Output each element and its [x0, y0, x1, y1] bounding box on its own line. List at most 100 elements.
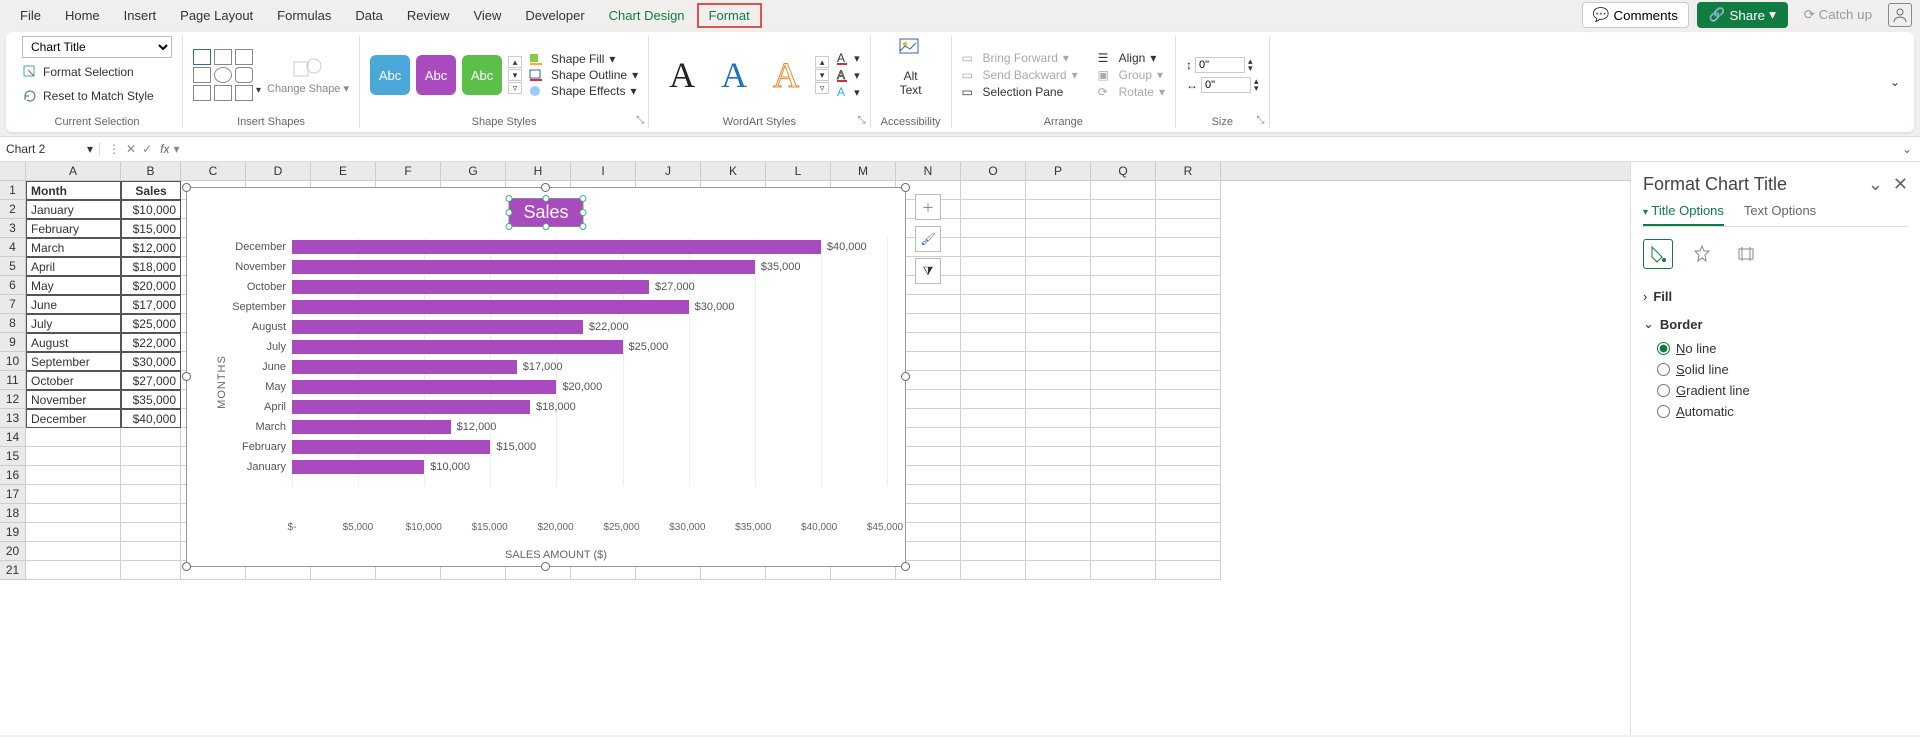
- cell[interactable]: [1026, 314, 1091, 333]
- roundrect-shape-icon[interactable]: [235, 67, 253, 83]
- row-header[interactable]: 3: [0, 219, 26, 238]
- formula-confirm-icon[interactable]: ✓: [142, 142, 152, 156]
- style-gallery-expand[interactable]: ▿: [508, 82, 522, 94]
- cell[interactable]: [1091, 485, 1156, 504]
- account-avatar-icon[interactable]: [1888, 3, 1912, 27]
- cell[interactable]: [1026, 428, 1091, 447]
- fill-line-icon[interactable]: [1643, 239, 1673, 269]
- align-button[interactable]: ☰Align ▾: [1098, 51, 1165, 65]
- cell[interactable]: [961, 219, 1026, 238]
- menu-tab-file[interactable]: File: [8, 3, 53, 28]
- menu-tab-view[interactable]: View: [461, 3, 513, 28]
- cell[interactable]: $20,000: [121, 276, 181, 295]
- cell[interactable]: [1091, 219, 1156, 238]
- col-header-Q[interactable]: Q: [1091, 162, 1156, 180]
- alt-text-button[interactable]: AltText: [900, 69, 922, 97]
- oval-shape-icon[interactable]: [214, 67, 232, 83]
- cell[interactable]: Month: [26, 181, 121, 200]
- cell[interactable]: [1026, 371, 1091, 390]
- cell[interactable]: [1091, 409, 1156, 428]
- resize-handle-bl[interactable]: [182, 562, 191, 571]
- cell[interactable]: [1026, 523, 1091, 542]
- title-handle[interactable]: [505, 223, 512, 230]
- col-header-B[interactable]: B: [121, 162, 181, 180]
- reset-match-style-button[interactable]: Reset to Match Style: [22, 86, 154, 106]
- cell[interactable]: $30,000: [121, 352, 181, 371]
- col-header-H[interactable]: H: [506, 162, 571, 180]
- data-bar[interactable]: [292, 280, 649, 294]
- cell[interactable]: [1091, 542, 1156, 561]
- col-header-N[interactable]: N: [896, 162, 961, 180]
- cell[interactable]: [1156, 200, 1221, 219]
- bar-row[interactable]: January$10,000: [292, 460, 885, 474]
- border-section-toggle[interactable]: ⌄ Border: [1643, 310, 1908, 338]
- bar-row[interactable]: April$18,000: [292, 400, 885, 414]
- cell[interactable]: [1091, 295, 1156, 314]
- cell[interactable]: [961, 257, 1026, 276]
- width-stepper[interactable]: ▴▾: [1254, 78, 1259, 92]
- chart-styles-button[interactable]: 🖌: [915, 226, 941, 252]
- radio-no-line[interactable]: No line: [1657, 338, 1908, 359]
- cell[interactable]: [1091, 428, 1156, 447]
- menu-tab-insert[interactable]: Insert: [112, 3, 169, 28]
- wordart-scroll-down[interactable]: ▾: [815, 69, 829, 81]
- cell[interactable]: [1156, 523, 1221, 542]
- fx-dropdown-icon[interactable]: ▾: [173, 142, 183, 156]
- fill-section-toggle[interactable]: › Fill: [1643, 283, 1908, 310]
- cell[interactable]: [1026, 352, 1091, 371]
- cell[interactable]: [1091, 371, 1156, 390]
- shapes-gallery[interactable]: ▾: [193, 49, 261, 101]
- cell[interactable]: March: [26, 238, 121, 257]
- cell[interactable]: [1091, 181, 1156, 200]
- size-props-icon[interactable]: [1731, 239, 1761, 269]
- cell[interactable]: [1026, 181, 1091, 200]
- formula-cancel-icon[interactable]: ✕: [126, 142, 136, 156]
- title-handle[interactable]: [580, 209, 587, 216]
- height-input[interactable]: [1195, 57, 1245, 73]
- shape-style-purple[interactable]: Abc: [416, 55, 456, 95]
- cell[interactable]: [1091, 523, 1156, 542]
- ribbon-collapse-button[interactable]: ⌄: [1882, 36, 1908, 128]
- cell[interactable]: [121, 523, 181, 542]
- cell[interactable]: [961, 390, 1026, 409]
- bar-row[interactable]: February$15,000: [292, 440, 885, 454]
- cell[interactable]: [1026, 295, 1091, 314]
- select-all-corner[interactable]: [0, 162, 26, 180]
- data-bar[interactable]: [292, 460, 424, 474]
- cell[interactable]: [1026, 219, 1091, 238]
- wordart-expand[interactable]: ▿: [815, 82, 829, 94]
- cell[interactable]: [121, 504, 181, 523]
- cell[interactable]: [1091, 200, 1156, 219]
- line-shape-icon[interactable]: [214, 49, 232, 65]
- formula-menu-icon[interactable]: ⋮: [108, 142, 120, 156]
- cell[interactable]: [1156, 409, 1221, 428]
- cell[interactable]: [1091, 561, 1156, 580]
- col-header-E[interactable]: E: [311, 162, 376, 180]
- row-header[interactable]: 7: [0, 295, 26, 314]
- cell[interactable]: $27,000: [121, 371, 181, 390]
- cell[interactable]: October: [26, 371, 121, 390]
- cell[interactable]: [26, 542, 121, 561]
- title-handle[interactable]: [505, 195, 512, 202]
- size-launcher[interactable]: ⤡: [1257, 115, 1265, 126]
- cell[interactable]: [1026, 542, 1091, 561]
- data-bar[interactable]: [292, 340, 623, 354]
- format-selection-button[interactable]: Format Selection: [22, 62, 134, 82]
- chart-title[interactable]: Sales: [508, 198, 583, 227]
- cell[interactable]: [1026, 561, 1091, 580]
- cell[interactable]: [1091, 238, 1156, 257]
- cell[interactable]: [1091, 466, 1156, 485]
- cell[interactable]: [1156, 352, 1221, 371]
- elbow-shape-icon[interactable]: [214, 85, 232, 101]
- cell[interactable]: [1156, 333, 1221, 352]
- chart-filters-button[interactable]: ⧩: [915, 258, 941, 284]
- row-header[interactable]: 18: [0, 504, 26, 523]
- cell[interactable]: [1091, 352, 1156, 371]
- bar-row[interactable]: August$22,000: [292, 320, 885, 334]
- menu-tab-review[interactable]: Review: [395, 3, 462, 28]
- cell[interactable]: [1156, 295, 1221, 314]
- menu-tab-home[interactable]: Home: [53, 3, 112, 28]
- menu-tab-data[interactable]: Data: [343, 3, 394, 28]
- cell[interactable]: $22,000: [121, 333, 181, 352]
- cell[interactable]: [121, 542, 181, 561]
